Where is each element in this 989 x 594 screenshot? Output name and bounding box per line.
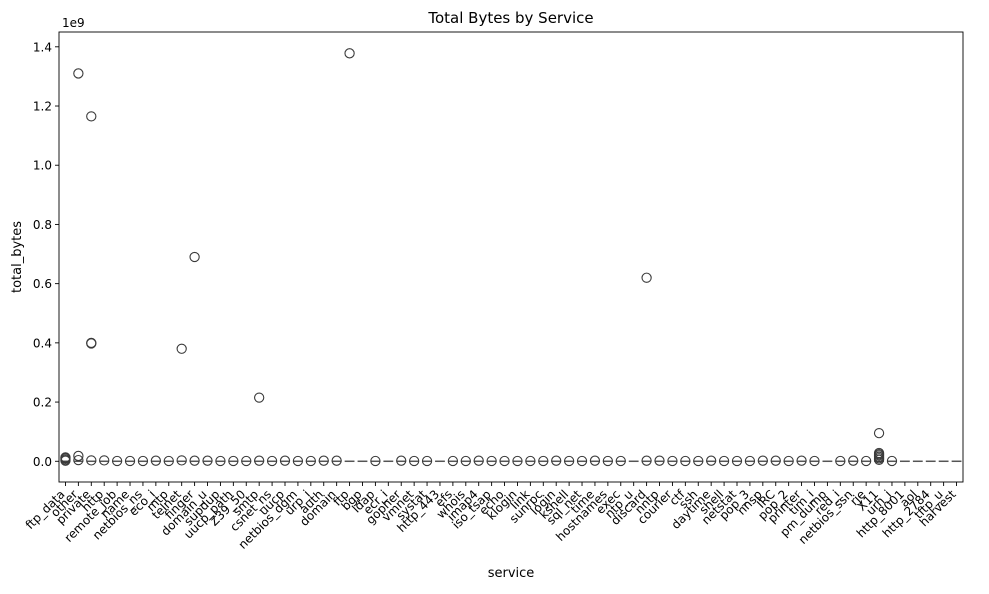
x-axis-label: service — [488, 566, 535, 581]
outlier-point — [344, 48, 355, 59]
outlier-point — [318, 455, 329, 466]
outlier-point — [873, 428, 885, 439]
outlier-point — [860, 455, 872, 467]
outlier-point — [176, 343, 187, 354]
outlier-point — [241, 455, 252, 467]
outlier-point — [150, 455, 162, 466]
outlier-point — [254, 455, 265, 466]
outlier-point — [279, 455, 291, 466]
outlier-point — [111, 455, 123, 467]
outlier-point — [99, 455, 110, 466]
outlier-point — [189, 455, 200, 466]
outlier-point — [189, 251, 200, 263]
outlier-point — [693, 455, 704, 467]
outlier-point — [551, 455, 562, 466]
outlier-point — [848, 455, 859, 466]
outlier-point — [73, 450, 84, 462]
y-tick-label: 0.6 — [33, 277, 52, 291]
outlier-point — [460, 455, 471, 467]
outlier-point — [292, 455, 304, 467]
outlier-point — [744, 455, 756, 467]
outlier-point — [254, 392, 265, 403]
outlier-point — [731, 455, 743, 467]
outlier-point — [421, 455, 433, 467]
outlier-point — [370, 455, 381, 467]
outlier-point — [718, 455, 730, 467]
y-tick-label: 1.4 — [33, 40, 52, 54]
outlier-point — [73, 68, 84, 79]
outlier-point — [408, 455, 420, 467]
outlier-point — [202, 455, 213, 466]
outlier-point — [176, 455, 187, 466]
outlier-point — [137, 455, 149, 467]
outlier-point — [60, 452, 71, 463]
outlier-point — [396, 455, 407, 466]
outlier-point — [770, 455, 781, 466]
y-tick-label: 0.0 — [33, 455, 52, 469]
outlier-point — [667, 455, 678, 467]
outliers — [60, 48, 898, 467]
outlier-point — [525, 455, 536, 467]
outlier-point — [499, 455, 510, 467]
outlier-point — [473, 455, 484, 466]
outlier-point — [654, 455, 665, 466]
outlier-point — [86, 455, 97, 466]
outlier-point — [124, 455, 136, 467]
outlier-point — [305, 455, 316, 467]
outlier-point — [576, 455, 588, 467]
y-axis-label: total_bytes — [10, 221, 25, 293]
outlier-point — [886, 455, 898, 467]
outlier-point — [73, 454, 84, 466]
outlier-point — [512, 455, 523, 467]
outlier-point — [641, 272, 652, 283]
outlier-point — [615, 455, 626, 467]
y-offset-label: 1e9 — [62, 16, 85, 30]
y-tick-label: 1.2 — [33, 100, 52, 114]
y-tick-label: 0.2 — [33, 396, 52, 410]
outlier-point — [796, 455, 807, 466]
y-tick-label: 1.0 — [33, 159, 52, 173]
outlier-point — [602, 455, 614, 467]
outlier-point — [706, 455, 717, 466]
outlier-point — [447, 455, 459, 467]
outlier-point — [680, 455, 691, 467]
outlier-point — [331, 455, 342, 466]
outlier-point — [86, 338, 97, 349]
outlier-point — [783, 455, 794, 467]
outlier-point — [835, 455, 846, 467]
outlier-point — [873, 454, 885, 465]
outlier-point — [641, 455, 652, 466]
outlier-point — [809, 455, 820, 467]
y-tick-label: 0.4 — [33, 336, 52, 350]
outlier-point — [86, 111, 97, 122]
outlier-point — [486, 455, 497, 467]
outlier-point — [563, 455, 575, 467]
outlier-point — [215, 455, 226, 467]
outlier-point — [538, 455, 549, 467]
outlier-point — [163, 455, 174, 467]
outlier-point — [266, 455, 278, 467]
outlier-point — [757, 455, 768, 466]
x-axis: ftp_dataotherprivatehttpremote_jobnamene… — [23, 482, 959, 552]
chart-title: Total Bytes by Service — [427, 9, 593, 27]
outlier-point — [228, 455, 239, 467]
y-tick-label: 0.8 — [33, 218, 52, 232]
y-axis: 0.0 0.2 0.4 0.6 0.8 1.0 1.2 1.4 — [33, 40, 59, 469]
plot-frame — [58, 31, 964, 483]
outlier-point — [589, 455, 601, 466]
